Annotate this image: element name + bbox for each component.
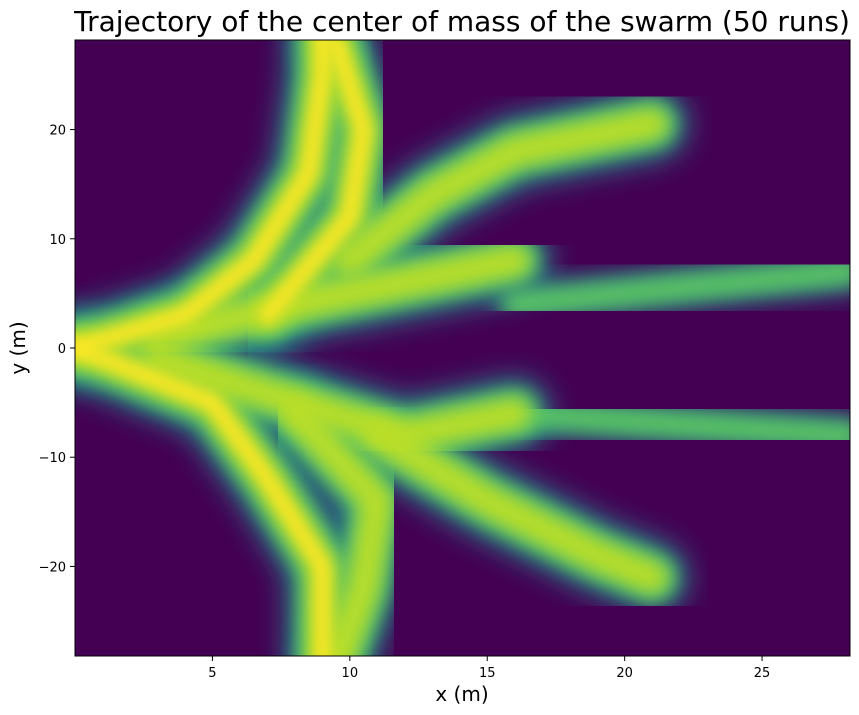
x-tick-label: 10 bbox=[342, 666, 359, 681]
density-layer bbox=[75, 40, 850, 656]
density-band-core-upper bbox=[142, 245, 530, 353]
y-axis: −20 −10 0 10 20 bbox=[39, 124, 75, 575]
x-axis: 5 10 15 20 25 bbox=[208, 656, 770, 681]
y-tick-label: 20 bbox=[49, 124, 66, 139]
density-band-right-lower-tail bbox=[502, 400, 850, 449]
x-tick-label: 20 bbox=[616, 666, 633, 681]
x-tick-label: 25 bbox=[754, 666, 771, 681]
x-tick-label: 5 bbox=[208, 666, 216, 681]
density-band-upper-right-arm bbox=[334, 109, 668, 276]
y-axis-label: y (m) bbox=[6, 321, 30, 374]
x-tick-label: 15 bbox=[479, 666, 496, 681]
density-band-lower-spike bbox=[279, 398, 393, 656]
x-axis-label: x (m) bbox=[435, 682, 488, 706]
y-tick-label: −20 bbox=[39, 560, 66, 575]
chart-title: Trajectory of the center of mass of the … bbox=[73, 5, 850, 38]
density-band-upper-spike bbox=[259, 40, 372, 324]
y-tick-label: 10 bbox=[49, 233, 66, 248]
y-tick-label: 0 bbox=[58, 342, 66, 357]
density-band-core-lower bbox=[142, 343, 530, 451]
density-band-upper-left-arm bbox=[75, 40, 331, 356]
density-band-lower-right-arm bbox=[362, 420, 668, 593]
y-tick-label: −10 bbox=[39, 451, 66, 466]
density-band-right-upper-tail bbox=[502, 258, 850, 317]
density-band-lower-left-arm bbox=[75, 340, 331, 656]
